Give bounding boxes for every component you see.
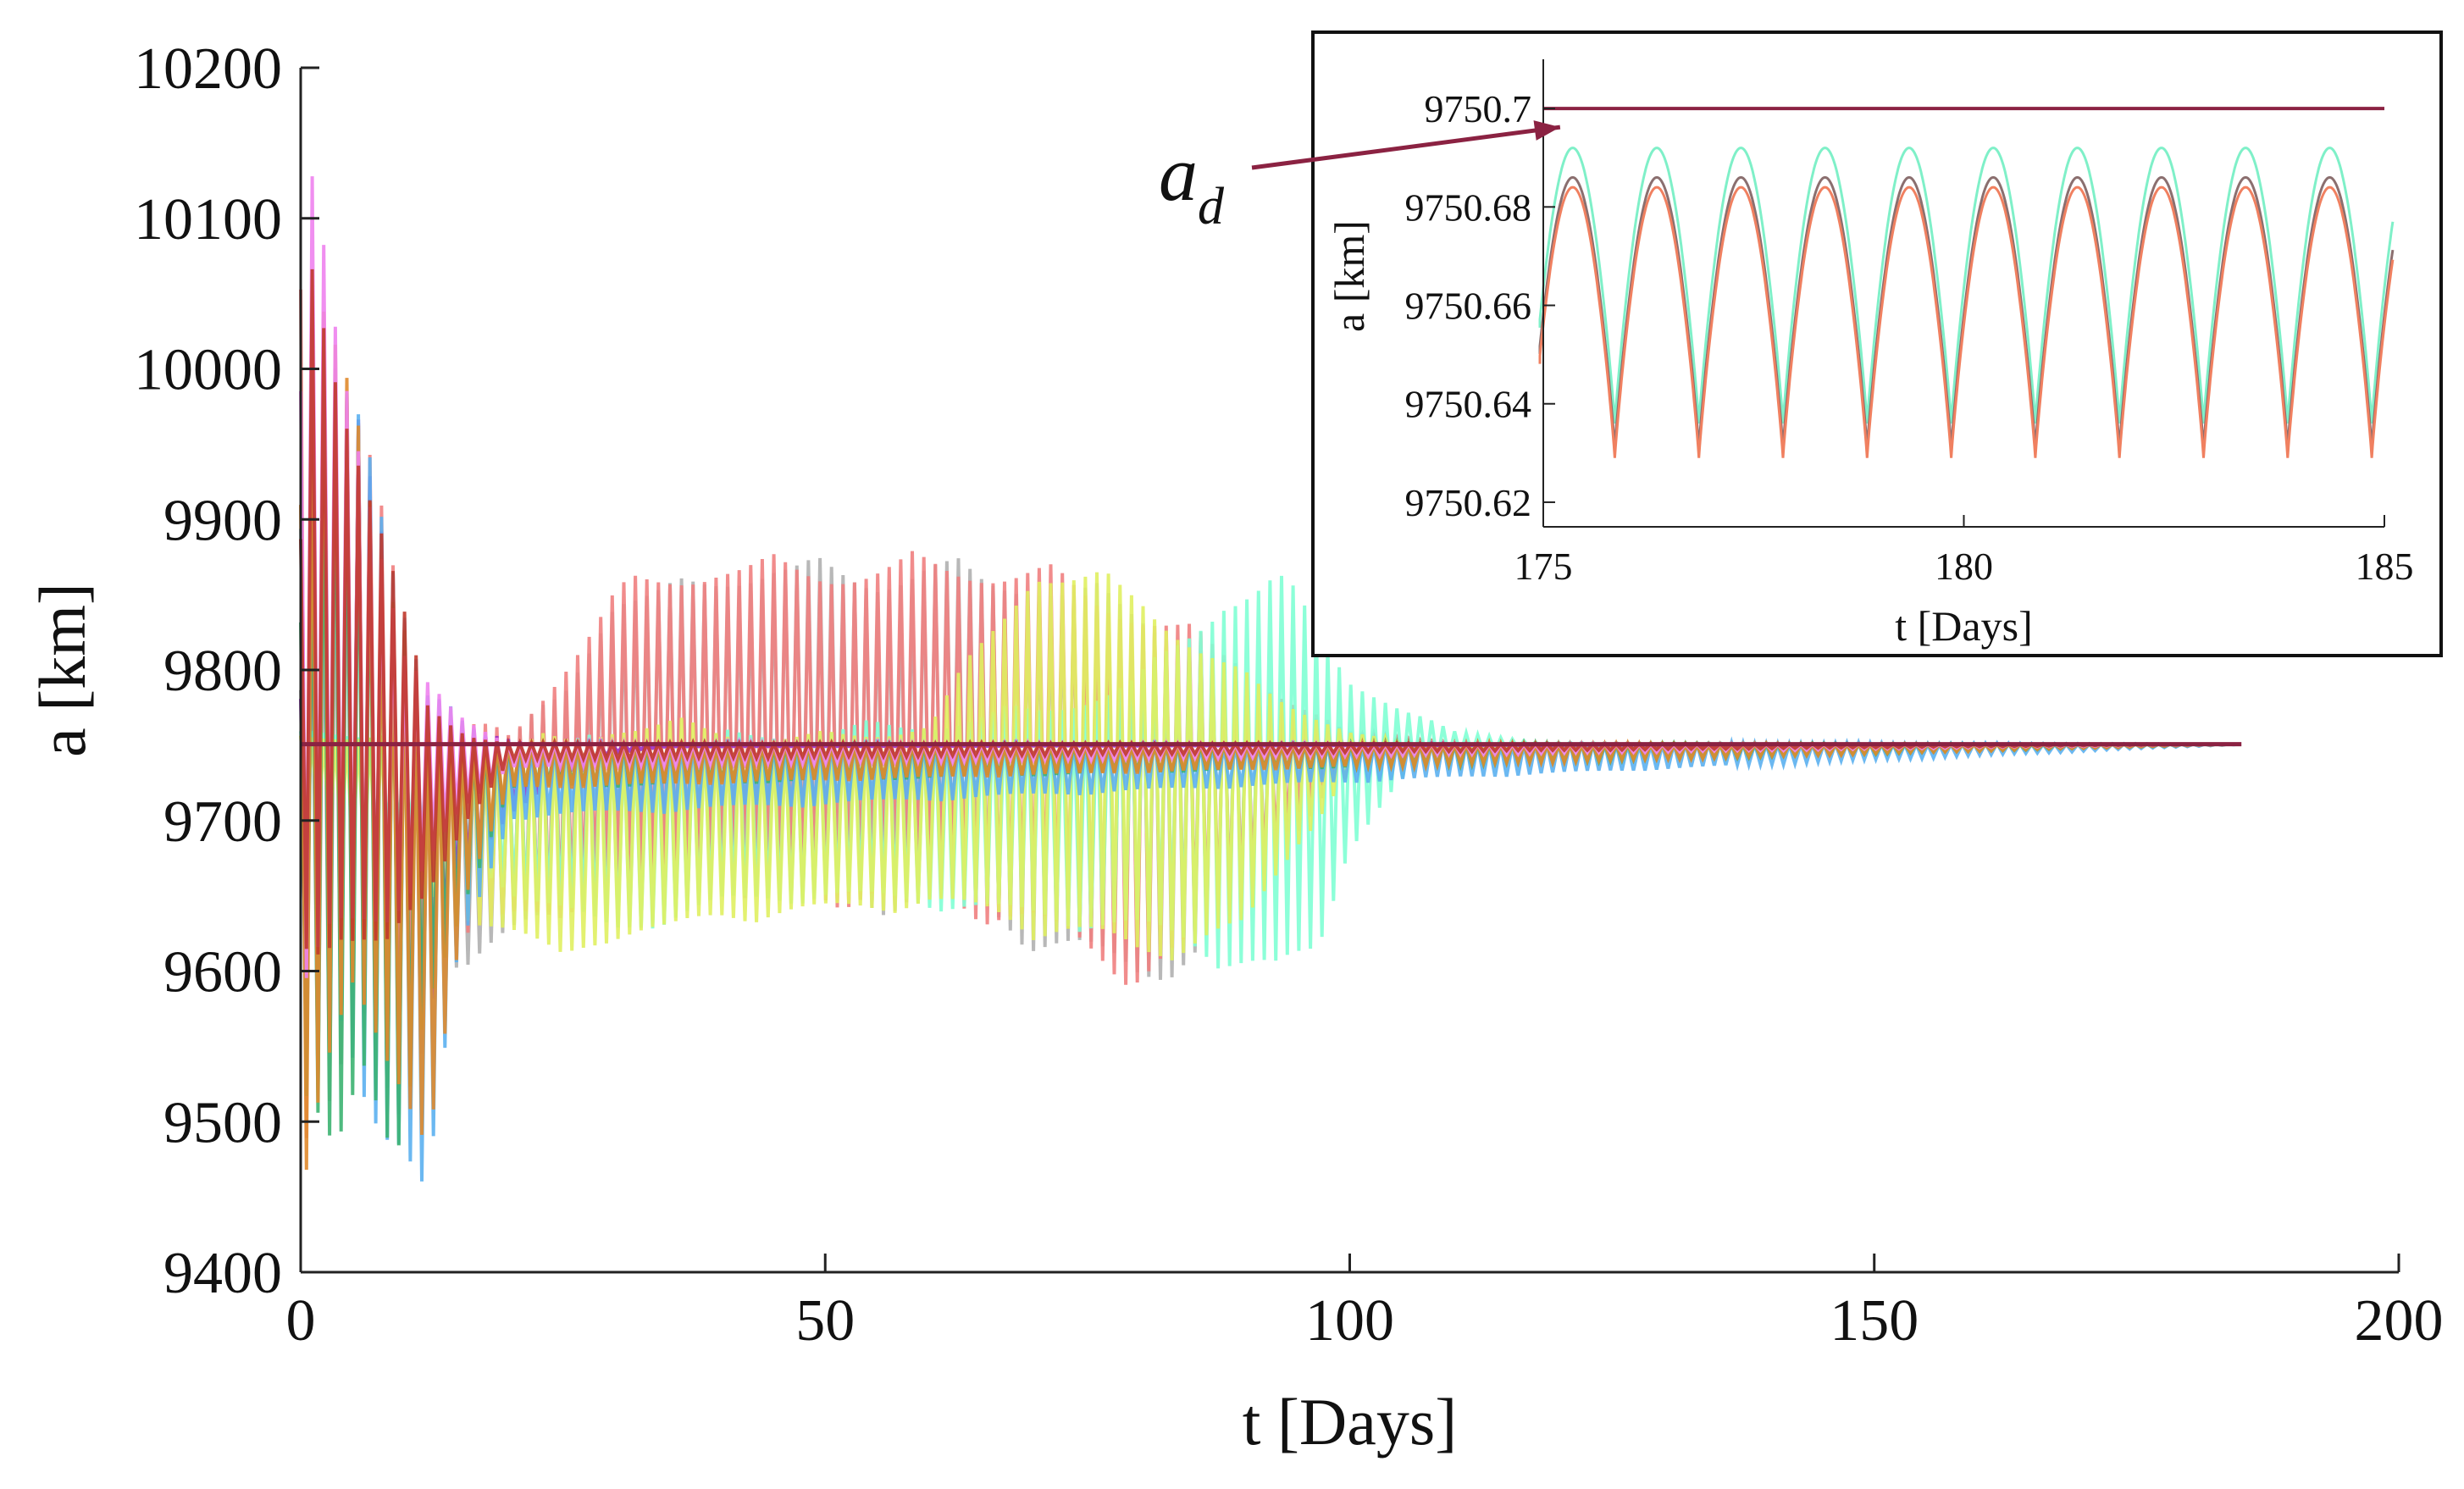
main-ticks: 0 50 100 150 200 9400 9500 9600 9700 9800 9900 1000… [134,36,2444,1353]
inset-series-line [1538,147,2395,424]
main-x-tick-label: 100 [1305,1288,1394,1353]
main-y-tick-label: 9900 [163,488,282,553]
main-y-tick-label: 9500 [163,1090,282,1155]
inset-y-tick-label: 9750.62 [1405,481,1532,524]
main-y-tick-label: 10100 [134,187,282,252]
main-y-tick-label: 10200 [134,36,282,102]
annotation-main: a [1159,130,1198,217]
inset-y-tick-label: 9750.7 [1425,87,1532,130]
inset-series-group [1538,107,2395,458]
inset-ticks: 175 180 185 9750.62 9750.64 9750.66 9750.68 975… [1405,87,2414,588]
inset-series-line [1538,185,2395,458]
annotation-arrow-head [1533,120,1560,141]
inset-x-tick-label: 175 [1514,545,1573,588]
main-y-tick-label: 10000 [134,338,282,403]
inset-y-tick-label: 9750.66 [1405,285,1532,328]
main-y-tick-label: 9700 [163,789,282,855]
annotation-arrow [1251,125,1561,170]
main-y-tick-label: 9600 [163,940,282,1005]
main-x-tick-label: 0 [286,1288,316,1353]
main-x-tick-label: 150 [1830,1288,1919,1353]
inset-x-tick-label: 180 [1935,545,1993,588]
inset-y-tick-label: 9750.68 [1405,185,1532,229]
main-y-tick-label: 9800 [163,639,282,704]
inset-x-axis-label: t [Days] [1895,602,2032,650]
main-series-group [299,176,2242,1182]
desired-value-annotation: ad [1159,120,1561,235]
main-x-axis-label: t [Days] [1243,1385,1457,1459]
main-x-tick-label: 50 [795,1288,855,1353]
main-y-axis-label: a [km] [25,583,99,757]
annotation-label: ad [1159,130,1225,235]
inset-y-tick-label: 9750.64 [1405,383,1532,426]
main-y-tick-label: 9400 [163,1241,282,1306]
inset-x-tick-label: 185 [2356,545,2414,588]
main-panel: 0 50 100 150 200 9400 9500 9600 9700 9800 9900 1000… [25,36,2444,1459]
inset-y-axis-label: a [km] [1326,220,1373,332]
inset-panel: 175 180 185 9750.62 9750.64 9750.66 9750.68 975… [1311,30,2443,657]
annotation-subscript: d [1198,178,1225,235]
main-x-tick-label: 200 [2355,1288,2444,1353]
